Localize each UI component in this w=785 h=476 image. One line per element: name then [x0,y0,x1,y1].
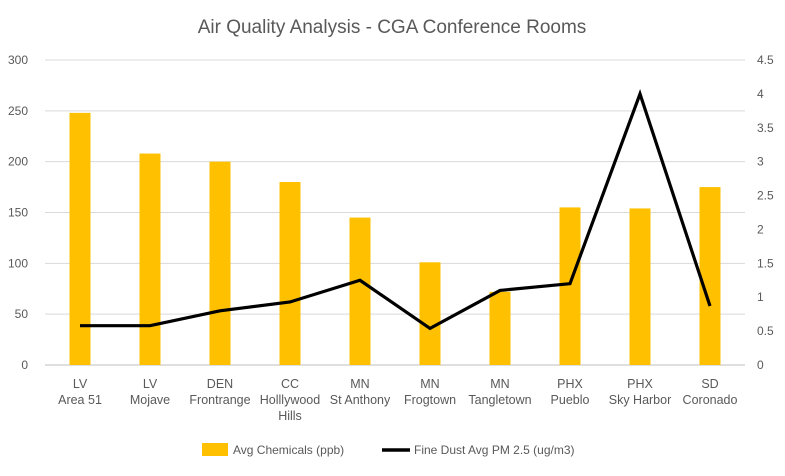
right-tick-label: 4.5 [757,53,774,67]
legend-bar-swatch [202,443,228,456]
left-tick-label: 200 [8,155,28,169]
category-label-line: Hills [278,409,302,423]
category-label-line: MN [350,377,369,391]
category-label: CC Holllywood Hills [260,377,320,423]
category-label: MN Tangletown [468,377,531,407]
bar [279,182,301,365]
category-label-line: St Anthony [330,393,391,407]
category-label-line: PHX [627,377,653,391]
legend-line-label: Fine Dust Avg PM 2.5 (ug/m3) [414,443,575,457]
bar [209,161,231,365]
left-tick-label: 250 [8,104,28,118]
category-label: PHX Sky Harbor [609,377,672,407]
category-label-line: CC [281,377,299,391]
category-label: LV Mojave [130,377,170,407]
legend: Avg Chemicals (ppb) Fine Dust Avg PM 2.5… [202,443,575,457]
category-label: MN St Anthony [330,377,391,407]
category-label: DEN Frontrange [189,377,250,407]
dust-line [80,89,712,331]
left-tick-label: 100 [8,256,28,270]
right-tick-label: 1.5 [757,256,774,270]
category-label-line: DEN [207,377,233,391]
right-tick-label: 0 [757,358,764,372]
chart-title: Air Quality Analysis - CGA Conference Ro… [198,17,587,38]
bar [629,208,651,365]
category-label-line: Area 51 [58,393,102,407]
gridlines [45,59,745,366]
category-label-line: Sky Harbor [609,393,672,407]
bar [699,187,721,365]
category-label-line: Mojave [130,393,170,407]
category-axis: LV Area 51 LV Mojave DEN Frontrange CC Holllywo… [58,377,737,423]
right-tick-label: 3 [757,155,764,169]
bar [489,291,511,365]
category-label: LV Area 51 [58,377,102,407]
right-tick-label: 3.5 [757,121,774,135]
category-label-line: Pueblo [551,393,590,407]
bar-series [69,112,721,365]
category-label-line: MN [420,377,439,391]
right-axis: 0 0.5 1 1.5 2 2.5 3 3.5 4 4.5 [757,53,774,372]
left-tick-label: 150 [8,206,28,220]
category-label-line: Frontrange [189,393,250,407]
left-tick-label: 300 [8,53,28,67]
right-tick-label: 2 [757,222,764,236]
category-label-line: LV [73,377,88,391]
left-axis: 0 50 100 150 200 250 300 [8,53,28,372]
category-label-line: PHX [557,377,583,391]
bar [69,112,91,365]
category-label: MN Frogtown [404,377,456,407]
bar [559,207,581,365]
category-label: SD Coronado [683,377,738,407]
category-label-line: MN [490,377,509,391]
right-tick-label: 0.5 [757,324,774,338]
left-tick-label: 50 [15,307,29,321]
bar [349,217,371,365]
category-label-line: Frogtown [404,393,456,407]
category-label: PHX Pueblo [551,377,590,407]
line-series [80,89,712,331]
right-tick-label: 2.5 [757,189,774,203]
right-tick-label: 1 [757,290,764,304]
bar [419,262,441,365]
category-label-line: Coronado [683,393,738,407]
category-label-line: Holllywood [260,393,320,407]
category-label-line: Tangletown [468,393,531,407]
bar [139,153,161,365]
right-tick-label: 4 [757,87,764,101]
legend-bar-label: Avg Chemicals (ppb) [233,443,344,457]
category-label-line: LV [143,377,158,391]
left-tick-label: 0 [21,358,28,372]
category-label-line: SD [701,377,718,391]
